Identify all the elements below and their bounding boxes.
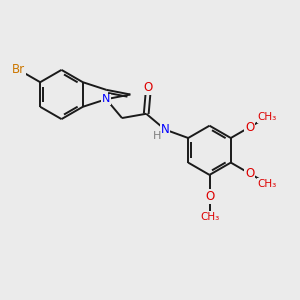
- Text: O: O: [245, 167, 254, 180]
- Text: H: H: [152, 131, 161, 141]
- Text: N: N: [102, 94, 110, 104]
- Text: O: O: [245, 121, 254, 134]
- Text: O: O: [205, 190, 214, 203]
- Text: N: N: [161, 123, 170, 136]
- Text: Br: Br: [12, 63, 26, 76]
- Text: CH₃: CH₃: [200, 212, 219, 222]
- Text: CH₃: CH₃: [257, 178, 277, 188]
- Text: O: O: [144, 81, 153, 94]
- Text: CH₃: CH₃: [257, 112, 277, 122]
